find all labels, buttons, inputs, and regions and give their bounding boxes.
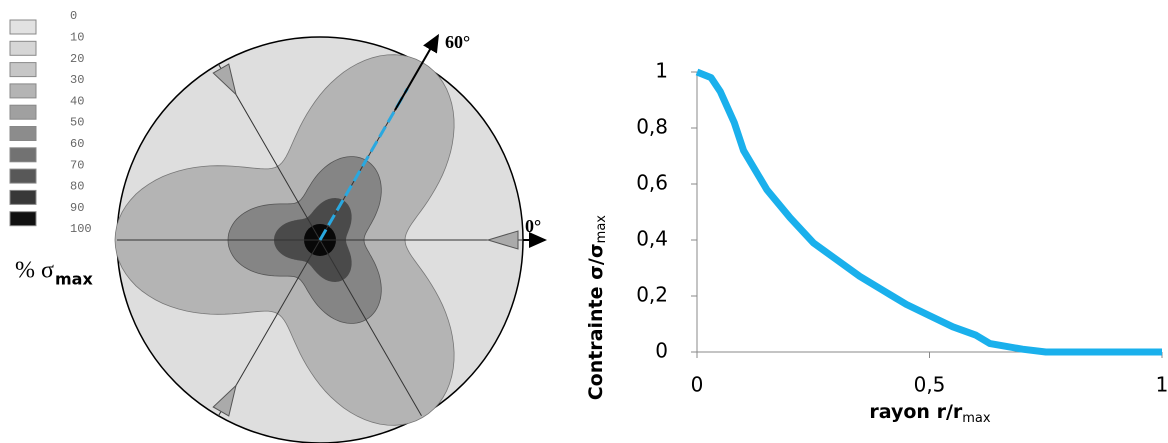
arrow bbox=[394, 33, 439, 111]
legend-swatch bbox=[9, 168, 37, 184]
legend-label: 20 bbox=[70, 52, 84, 66]
legend-swatch bbox=[9, 40, 37, 56]
y-tick-label: 0,4 bbox=[636, 227, 668, 251]
legend-swatch bbox=[9, 83, 37, 99]
legend-label: 60 bbox=[70, 137, 84, 151]
legend-label: 10 bbox=[70, 30, 84, 44]
x-tick-label: 1 bbox=[1156, 373, 1168, 397]
y-axis-title: Contrainte σ/σmax bbox=[585, 215, 609, 401]
legend-label: 0 bbox=[70, 9, 77, 23]
legend-swatch bbox=[9, 19, 37, 35]
line-series bbox=[695, 68, 1162, 356]
y-tick-label: 0,6 bbox=[636, 171, 668, 195]
legend-swatch bbox=[9, 62, 37, 78]
legend-title: % σ bbox=[15, 258, 54, 284]
legend-swatch bbox=[9, 126, 37, 141]
y-tick-label: 0,8 bbox=[636, 115, 668, 139]
legend-label: 90 bbox=[70, 201, 84, 215]
legend-title-sub: max bbox=[55, 270, 93, 289]
x-tick-label: 0 bbox=[691, 373, 704, 397]
y-tick-label: 0 bbox=[655, 339, 668, 363]
legend-swatch bbox=[9, 189, 37, 205]
y-axis-label: Contrainte σ/σmax bbox=[585, 215, 609, 401]
legend-label: 30 bbox=[70, 73, 84, 87]
legend-label: 100 bbox=[70, 222, 92, 236]
marker-cone bbox=[212, 383, 237, 417]
legend-label: 50 bbox=[70, 116, 84, 130]
legend-swatch bbox=[9, 211, 37, 227]
y-tick-label: 0,2 bbox=[636, 283, 668, 307]
angle-label: 60° bbox=[445, 32, 470, 52]
legend-swatch bbox=[9, 104, 37, 120]
legend-label: 80 bbox=[70, 180, 84, 194]
angle-label: 0° bbox=[525, 216, 541, 236]
dashed-radius bbox=[318, 87, 409, 241]
polar-diagram bbox=[114, 33, 547, 443]
x-tick-label: 0,5 bbox=[914, 373, 946, 397]
marker-cone bbox=[212, 63, 237, 97]
legend-label: 40 bbox=[70, 94, 84, 108]
legend-label: 70 bbox=[70, 158, 84, 172]
x-axis-label: rayon r/rmax bbox=[869, 401, 991, 426]
marker-cone bbox=[486, 230, 519, 250]
legend-swatch bbox=[9, 147, 37, 163]
y-tick-label: 1 bbox=[655, 59, 668, 83]
